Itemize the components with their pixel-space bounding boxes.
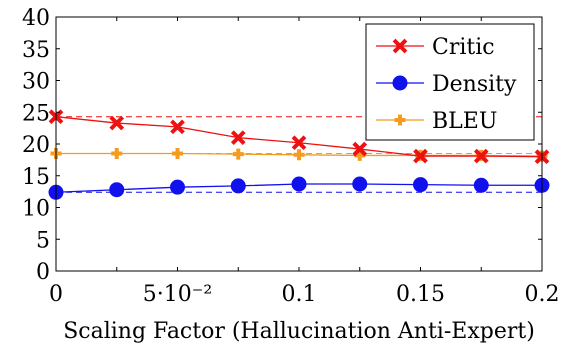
legend-marker bbox=[392, 75, 408, 91]
y-tick-label: 10 bbox=[22, 197, 50, 222]
critic-point bbox=[473, 148, 489, 164]
density-point bbox=[352, 176, 368, 192]
legend-entry-density: Density bbox=[376, 72, 517, 97]
density-point bbox=[413, 177, 428, 193]
y-tick-label: 20 bbox=[22, 133, 50, 158]
legend: Critic Density BLEU bbox=[365, 23, 535, 141]
density-point bbox=[230, 178, 246, 194]
legend-entry-bleu: BLEU bbox=[376, 109, 497, 134]
x-tick-label: 0.15 bbox=[396, 282, 445, 307]
legend-label: Critic bbox=[432, 35, 495, 60]
x-tick-label: 0.1 bbox=[282, 282, 317, 307]
x-axis-label: Scaling Factor (Hallucination Anti-Exper… bbox=[63, 319, 535, 344]
critic-point bbox=[352, 141, 368, 157]
y-tick-label: 5 bbox=[36, 228, 50, 253]
x-tick-label: 0 bbox=[49, 282, 63, 307]
bleu-point bbox=[172, 148, 183, 160]
legend-entry-critic: Critic bbox=[376, 35, 495, 60]
legend-label: Density bbox=[432, 72, 517, 97]
y-tick-label: 25 bbox=[22, 101, 50, 126]
bleu-point bbox=[111, 148, 123, 160]
critic-point bbox=[109, 115, 125, 131]
y-tick-label: 35 bbox=[22, 38, 50, 63]
critic-point bbox=[413, 148, 428, 164]
x-tick-label: 5·10⁻² bbox=[143, 282, 212, 307]
y-tick-label: 0 bbox=[36, 260, 50, 285]
legend-marker bbox=[392, 38, 408, 54]
legend-marker bbox=[394, 114, 406, 126]
critic-point bbox=[170, 119, 185, 135]
legend-label: BLEU bbox=[432, 109, 497, 134]
density-point bbox=[291, 176, 307, 192]
y-tick-label: 30 bbox=[22, 70, 50, 95]
bleu-point bbox=[293, 149, 305, 161]
y-tick-label: 40 bbox=[22, 6, 50, 31]
x-tick-label: 0.2 bbox=[525, 282, 560, 307]
density-point bbox=[170, 179, 185, 195]
density-point bbox=[473, 177, 489, 193]
critic-point bbox=[291, 135, 307, 151]
bleu-point bbox=[232, 148, 244, 160]
critic-point bbox=[230, 130, 246, 145]
y-tick-label: 15 bbox=[22, 165, 50, 190]
density-point bbox=[109, 182, 125, 198]
axis-ticks: 0 5 10 15 20 25 30 35 40 0 5·10⁻² 0.1 0.15 0.2 bbox=[22, 6, 560, 307]
